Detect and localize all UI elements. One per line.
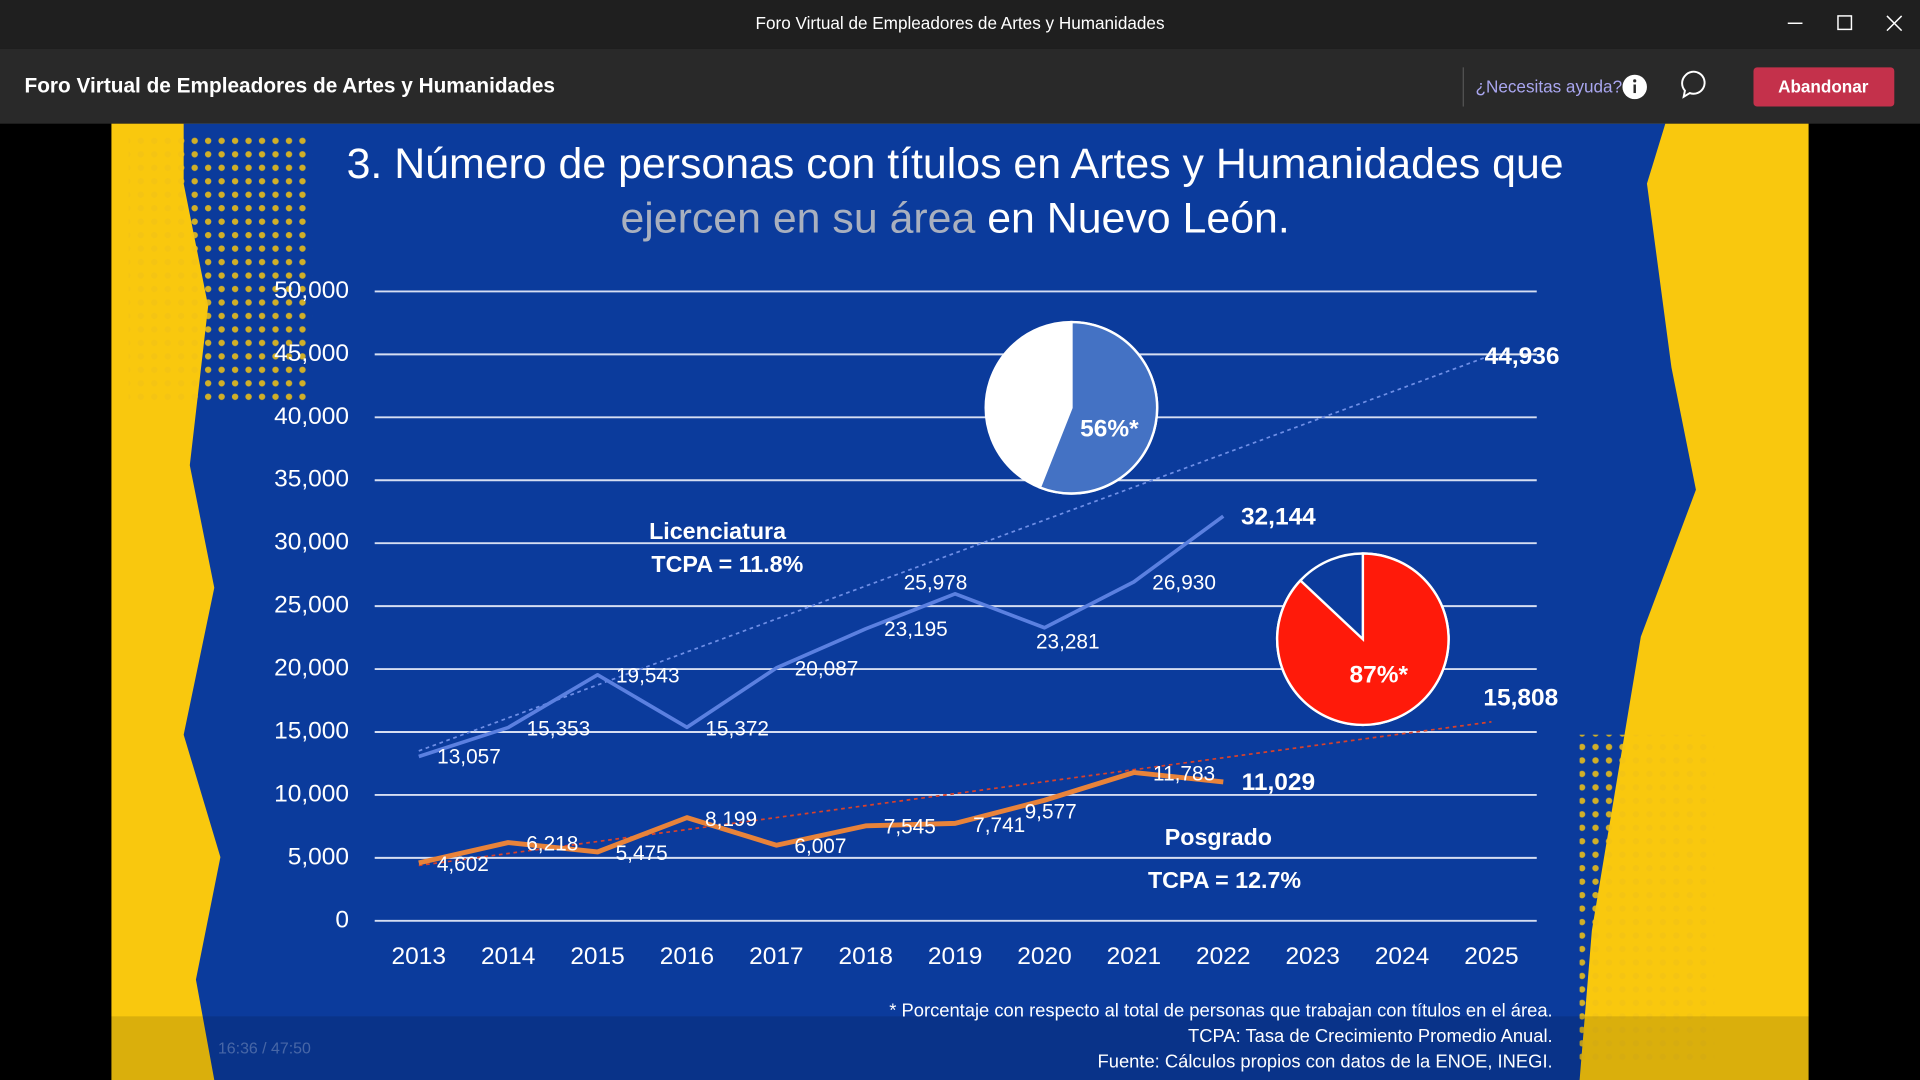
slide-background <box>183 123 1696 1080</box>
footnote: TCPA: Tasa de Crecimiento Promedio Anual… <box>1188 1025 1553 1046</box>
series-name: Licenciatura <box>649 518 787 544</box>
window-title: Foro Virtual de Empleadores de Artes y H… <box>756 13 1165 33</box>
x-tick-label: 2022 <box>1196 943 1250 970</box>
series-tcpa: TCPA = 11.8% <box>651 551 803 577</box>
footnote: * Porcentaje con respecto al total de pe… <box>889 999 1552 1020</box>
player-time: 16:36 / 47:50 <box>218 1041 311 1058</box>
data-label: 23,281 <box>1036 630 1100 653</box>
series-tcpa: TCPA = 12.7% <box>1148 867 1301 893</box>
title-highlight: ejercen en su área <box>620 195 975 243</box>
x-tick-label: 2023 <box>1285 943 1339 970</box>
trend-label: 44,936 <box>1485 343 1560 370</box>
pie-label: 56%* <box>1080 415 1139 442</box>
series-line <box>418 514 1225 759</box>
close-button[interactable] <box>1886 15 1903 32</box>
pie-slice <box>1038 320 1159 495</box>
y-tick-label: 30,000 <box>274 529 349 556</box>
data-label: 32,144 <box>1241 503 1316 530</box>
data-label: 15,353 <box>527 717 591 740</box>
series-name: Posgrado <box>1165 824 1272 850</box>
header-title: Foro Virtual de Empleadores de Artes y H… <box>24 74 554 97</box>
y-tick-label: 50,000 <box>274 277 349 304</box>
series-line <box>418 770 1224 866</box>
x-tick-label: 2024 <box>1375 943 1429 970</box>
x-tick-label: 2025 <box>1464 943 1518 970</box>
leave-button-label: Abandonar <box>1778 77 1869 97</box>
x-tick-label: 2013 <box>392 943 446 970</box>
x-tick-label: 2019 <box>928 943 982 970</box>
y-tick-label: 20,000 <box>274 655 349 682</box>
data-label: 23,195 <box>884 618 948 641</box>
data-label: 7,741 <box>973 814 1025 837</box>
footnote: Fuente: Cálculos propios con datos de la… <box>1098 1051 1553 1072</box>
y-tick-label: 35,000 <box>274 466 349 493</box>
x-tick-label: 2015 <box>570 943 624 970</box>
data-label: 15,372 <box>705 717 769 740</box>
x-tick-label: 2018 <box>839 943 893 970</box>
y-tick-label: 45,000 <box>274 340 349 367</box>
x-tick-label: 2016 <box>660 943 714 970</box>
player-bar <box>0 1016 1920 1080</box>
data-label: 6,218 <box>526 832 578 855</box>
chat-icon[interactable] <box>1681 70 1706 99</box>
data-label: 11,783 <box>1153 763 1215 786</box>
data-label: 11,029 <box>1242 769 1316 796</box>
title-bar <box>0 0 1920 49</box>
pie-slice <box>1275 552 1450 727</box>
y-tick-label: 40,000 <box>274 403 349 430</box>
data-label: 25,978 <box>904 572 968 595</box>
dot-pattern <box>1579 734 1715 1066</box>
data-label: 5,475 <box>616 842 668 865</box>
restore-button[interactable] <box>1837 15 1853 31</box>
y-tick-label: 15,000 <box>274 717 349 744</box>
x-tick-label: 2014 <box>481 943 535 970</box>
y-tick-label: 0 <box>335 906 349 933</box>
app-header <box>0 48 1920 124</box>
data-label: 20,087 <box>795 657 859 680</box>
data-label: 13,057 <box>437 745 501 768</box>
data-label: 26,930 <box>1152 572 1216 595</box>
data-label: 9,577 <box>1025 801 1077 824</box>
leave-button[interactable] <box>1753 67 1895 107</box>
y-tick-label: 5,000 <box>288 843 349 870</box>
dot-pattern <box>128 132 313 402</box>
info-icon-bar <box>1633 84 1636 94</box>
data-label: 19,543 <box>616 665 680 688</box>
y-tick-label: 10,000 <box>274 780 349 807</box>
help-link[interactable]: ¿Necesitas ayuda? <box>1476 77 1623 97</box>
x-tick-label: 2020 <box>1017 943 1071 970</box>
trend-label: 15,808 <box>1483 685 1558 712</box>
y-tick-label: 25,000 <box>274 592 349 619</box>
x-tick-label: 2017 <box>749 943 803 970</box>
pie-label: 87%* <box>1350 661 1409 688</box>
slide-title: 3. Número de personas con títulos en Art… <box>347 140 1564 188</box>
data-label: 8,199 <box>705 808 757 831</box>
info-icon-dot <box>1633 79 1637 83</box>
x-tick-label: 2021 <box>1107 943 1161 970</box>
data-label: 4,602 <box>437 853 489 876</box>
slide-title: ejercen en su área en Nuevo León. <box>620 195 1289 243</box>
data-label: 7,545 <box>884 815 936 838</box>
data-label: 6,007 <box>794 835 846 858</box>
title-rest: en Nuevo León. <box>987 195 1290 243</box>
